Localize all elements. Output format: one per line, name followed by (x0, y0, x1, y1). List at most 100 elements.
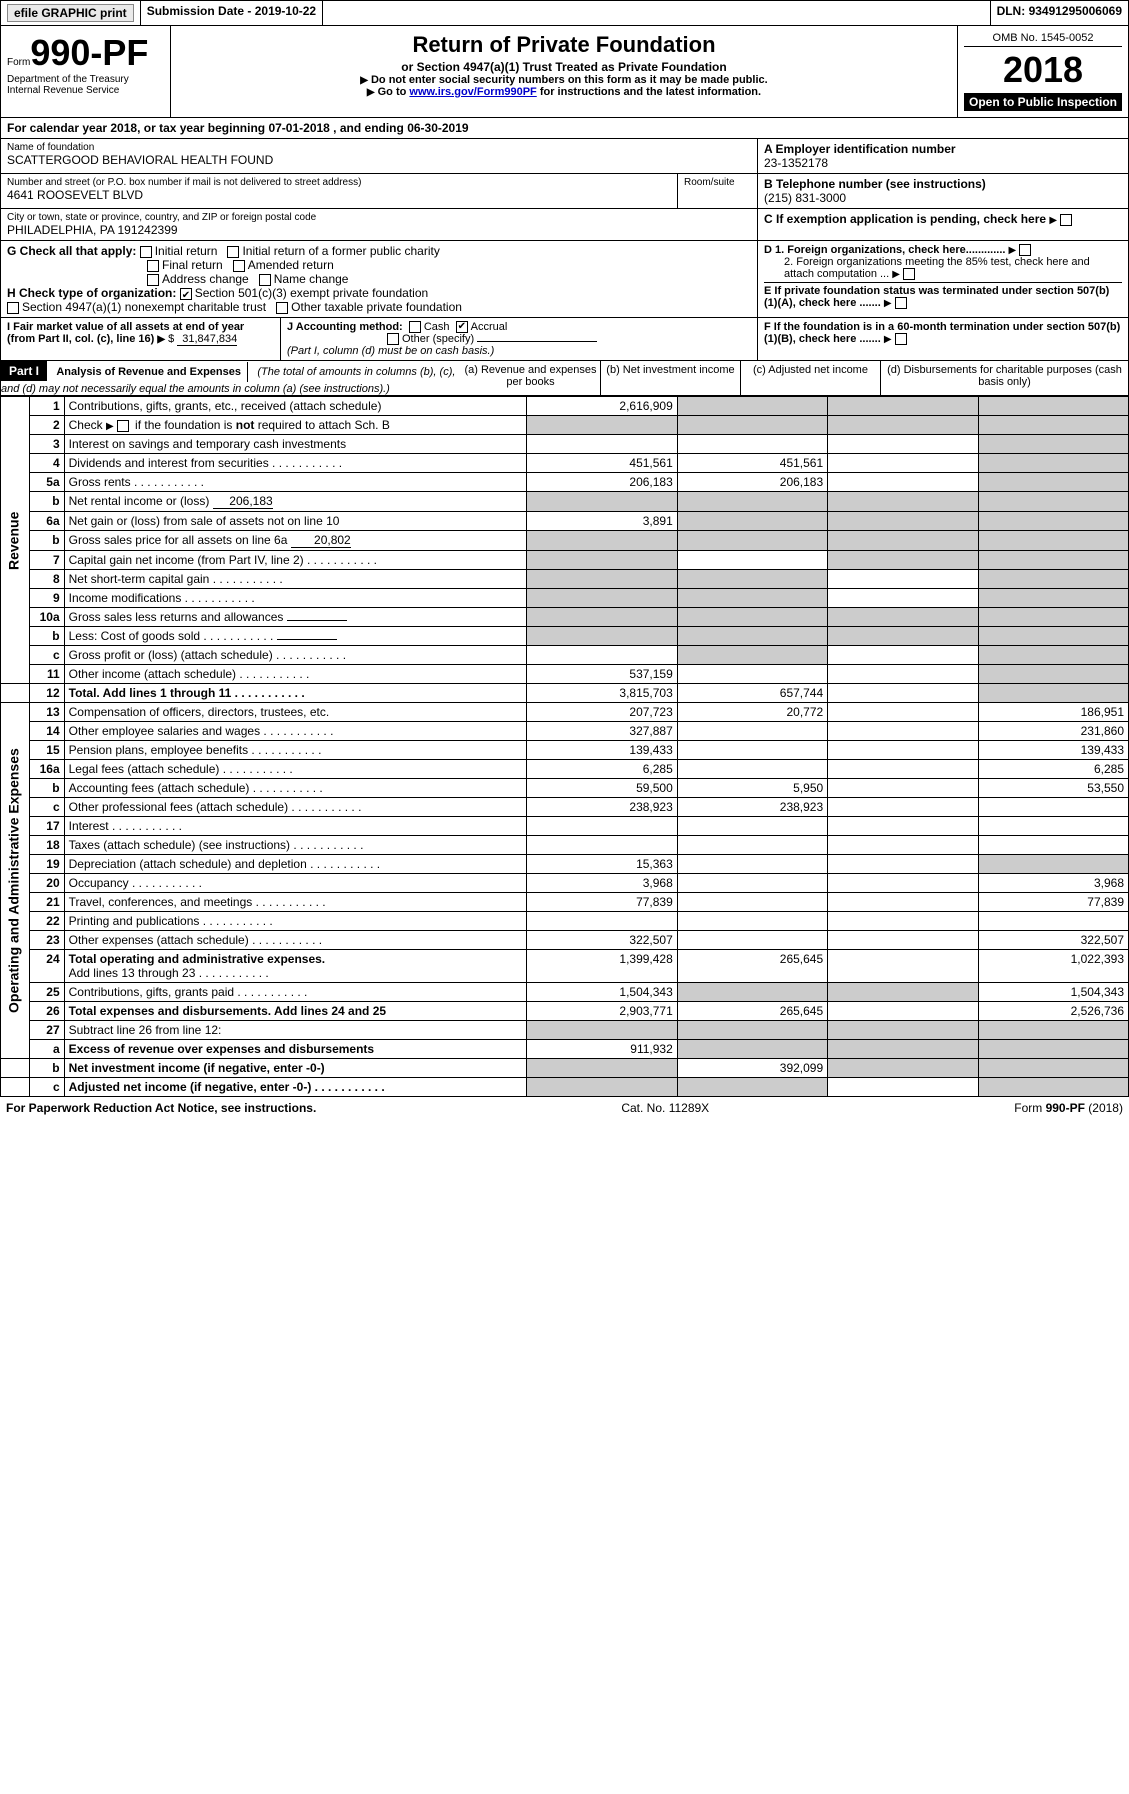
cell-value: 206,183 (677, 473, 827, 492)
line-desc: Printing and publications (64, 912, 527, 931)
part1-table: Revenue 1Contributions, gifts, grants, e… (0, 396, 1129, 1097)
cell-value: 1,504,343 (978, 983, 1128, 1002)
final-return-checkbox[interactable] (147, 260, 159, 272)
line-num: 18 (29, 836, 64, 855)
line-num: c (29, 1078, 64, 1097)
arrow-icon (892, 268, 903, 280)
note2-post: for instructions and the latest informat… (537, 86, 761, 98)
line-num: b (29, 1059, 64, 1078)
inline-value: 20,802 (291, 533, 351, 548)
cash-checkbox[interactable] (409, 321, 421, 333)
cell-value: 3,968 (978, 874, 1128, 893)
line-desc: Accounting fees (attach schedule) (64, 779, 527, 798)
dln-value: 93491295006069 (1029, 4, 1122, 18)
line-desc: Net rental income or (loss) (69, 494, 210, 508)
col-c-header: (c) Adjusted net income (741, 361, 881, 395)
arrow-icon (1049, 212, 1060, 226)
line-desc: Other expenses (attach schedule) (64, 931, 527, 950)
other-method-checkbox[interactable] (387, 333, 399, 345)
j-note: (Part I, column (d) must be on cash basi… (287, 345, 751, 357)
tax-year: 2018 (964, 49, 1122, 91)
line-num: 6a (29, 512, 64, 531)
line-num: 3 (29, 435, 64, 454)
line-num: 13 (29, 703, 64, 722)
other-specify-field[interactable] (477, 341, 597, 342)
line-desc: Other professional fees (attach schedule… (64, 798, 527, 817)
city-label: City or town, state or province, country… (7, 212, 751, 223)
irs-label: Internal Revenue Service (7, 85, 164, 96)
sch-b-checkbox[interactable] (117, 420, 129, 432)
arrow-icon (157, 333, 168, 345)
line-desc: Add lines 13 through 23 (69, 966, 269, 980)
cell-value: 53,550 (978, 779, 1128, 798)
initial-former-checkbox[interactable] (227, 246, 239, 258)
line-num: 23 (29, 931, 64, 950)
arrow-icon (106, 418, 117, 432)
cell-value: 6,285 (527, 760, 677, 779)
line-num: c (29, 646, 64, 665)
efile-print-button[interactable]: efile GRAPHIC print (7, 4, 134, 22)
cell-value: 206,183 (527, 473, 677, 492)
omb-number: OMB No. 1545-0052 (964, 32, 1122, 47)
line-num: 12 (29, 684, 64, 703)
j2-label: Accrual (471, 321, 508, 333)
4947-checkbox[interactable] (7, 302, 19, 314)
501c3-checkbox[interactable] (180, 288, 192, 300)
address-change-checkbox[interactable] (147, 274, 159, 286)
line-desc: if the foundation is not required to att… (132, 418, 390, 432)
line-desc: Subtract line 26 from line 12: (64, 1021, 527, 1040)
inline-field[interactable] (277, 639, 337, 640)
instructions-link[interactable]: www.irs.gov/Form990PF (409, 86, 536, 98)
j1-label: Cash (424, 321, 450, 333)
d1-checkbox[interactable] (1019, 244, 1031, 256)
accrual-checkbox[interactable] (456, 321, 468, 333)
form-ref: Form 990-PF (2018) (1014, 1101, 1123, 1115)
g6-label: Name change (274, 272, 349, 286)
cell-value: 231,860 (978, 722, 1128, 741)
cell-value: 911,932 (527, 1040, 677, 1059)
cell-value: 77,839 (978, 893, 1128, 912)
d2-checkbox[interactable] (903, 268, 915, 280)
line-desc: Other employee salaries and wages (64, 722, 527, 741)
open-public-badge: Open to Public Inspection (964, 93, 1122, 111)
initial-return-checkbox[interactable] (140, 246, 152, 258)
page-footer: For Paperwork Reduction Act Notice, see … (0, 1097, 1129, 1119)
amended-return-checkbox[interactable] (233, 260, 245, 272)
form-subtitle: or Section 4947(a)(1) Trust Treated as P… (177, 60, 951, 74)
exemption-checkbox[interactable] (1060, 214, 1072, 226)
line-desc: Interest (64, 817, 527, 836)
cell-value: 6,285 (978, 760, 1128, 779)
line-num: 16a (29, 760, 64, 779)
form-title: Return of Private Foundation (177, 32, 951, 58)
addr-value: 4641 ROOSEVELT BLVD (7, 188, 671, 202)
cell-value: 207,723 (527, 703, 677, 722)
cell-value: 1,022,393 (978, 950, 1128, 983)
name-change-checkbox[interactable] (259, 274, 271, 286)
line-desc: Contributions, gifts, grants paid (64, 983, 527, 1002)
cell-value: 265,645 (677, 1002, 827, 1021)
cal-begin: 07-01-2018 (268, 121, 329, 135)
f-checkbox[interactable] (895, 333, 907, 345)
e-checkbox[interactable] (895, 297, 907, 309)
g4-label: Amended return (248, 258, 334, 272)
cell-value: 5,950 (677, 779, 827, 798)
line-desc: Gross profit or (loss) (attach schedule) (64, 646, 527, 665)
inline-field[interactable] (287, 620, 347, 621)
col-b-header: (b) Net investment income (601, 361, 741, 395)
cell-value: 322,507 (527, 931, 677, 950)
line-desc: Other income (attach schedule) (64, 665, 527, 684)
cell-value: 77,839 (527, 893, 677, 912)
arrow-icon (884, 333, 895, 345)
line-desc: Interest on savings and temporary cash i… (64, 435, 527, 454)
line-num: 24 (29, 950, 64, 983)
cal-mid: , and ending (330, 121, 407, 135)
other-taxable-checkbox[interactable] (276, 302, 288, 314)
line-num: 15 (29, 741, 64, 760)
dln-label: DLN: (997, 4, 1029, 18)
line-desc: Net investment income (if negative, ente… (64, 1059, 527, 1078)
line-desc: Net gain or (loss) from sale of assets n… (64, 512, 527, 531)
g2-label: Initial return of a former public charit… (242, 244, 439, 258)
line-desc: Gross rents (64, 473, 527, 492)
tel-label: B Telephone number (see instructions) (764, 177, 1122, 191)
line-desc: Dividends and interest from securities (64, 454, 527, 473)
